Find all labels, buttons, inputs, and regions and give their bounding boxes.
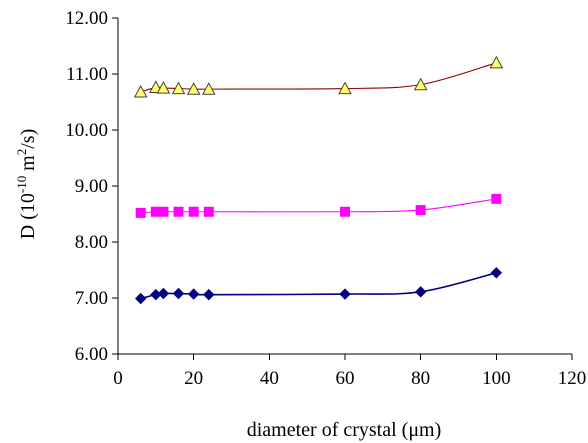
y-tick-label: 7.00 [75, 288, 108, 309]
series-layer [133, 55, 504, 305]
y-tick-label: 8.00 [75, 232, 108, 253]
series-3-diamond-marker [414, 286, 427, 298]
series-3-diamond-marker [157, 287, 170, 300]
series-2-square-marker [158, 206, 169, 217]
series-1-triangle-marker [133, 84, 148, 98]
axes-layer: 6.00 7.00 8.00 9.00 10.00 11.00 12.00 0 20 40 60 80… [65, 8, 586, 389]
series-2-square-marker [203, 206, 214, 217]
series-2-square-marker [415, 205, 426, 216]
series-3-diamond-marker [172, 287, 185, 300]
series-2-square-marker [188, 206, 199, 217]
x-tick-label: 60 [336, 368, 355, 389]
series-3-diamond-marker [339, 288, 351, 300]
y-tick-label: 12.00 [65, 8, 108, 29]
x-tick-label: 100 [482, 368, 511, 389]
series-1-triangle-marker [489, 55, 504, 69]
y-tick-label: 6.00 [75, 344, 108, 365]
y-tick-label: 11.00 [66, 64, 108, 85]
x-tick-label: 120 [558, 368, 587, 389]
series-3-diamond-marker [203, 288, 215, 301]
series-2-square-marker [491, 193, 502, 204]
series-2-square-marker [135, 207, 146, 218]
series-1-triangle-marker [156, 80, 171, 94]
series-3-diamond-marker [187, 288, 200, 300]
series-1-triangle-marker [201, 82, 216, 95]
series-2-square-marker [340, 206, 350, 217]
x-axis-title: diameter of crystal (μm) [247, 419, 442, 441]
y-tick-label: 10.00 [65, 120, 108, 141]
series-3 [134, 267, 503, 305]
series-1-triangle-marker [413, 77, 428, 91]
x-tick-label: 20 [184, 368, 203, 389]
x-tick-label: 80 [411, 368, 430, 389]
series-1-triangle-marker [186, 82, 201, 95]
series-2 [135, 193, 502, 218]
series-3-diamond-marker [134, 292, 147, 305]
series-1 [133, 55, 504, 98]
y-axis-title: D (10-10 m2/s) [14, 129, 39, 240]
x-tick-label: 40 [260, 368, 279, 389]
series-1-triangle-marker [171, 81, 186, 95]
series-2-square-marker [173, 206, 184, 217]
y-tick-label: 9.00 [75, 176, 108, 197]
x-tick-label: 0 [113, 368, 123, 389]
series-3-diamond-marker [490, 267, 503, 279]
series-1-triangle-marker [338, 81, 352, 95]
